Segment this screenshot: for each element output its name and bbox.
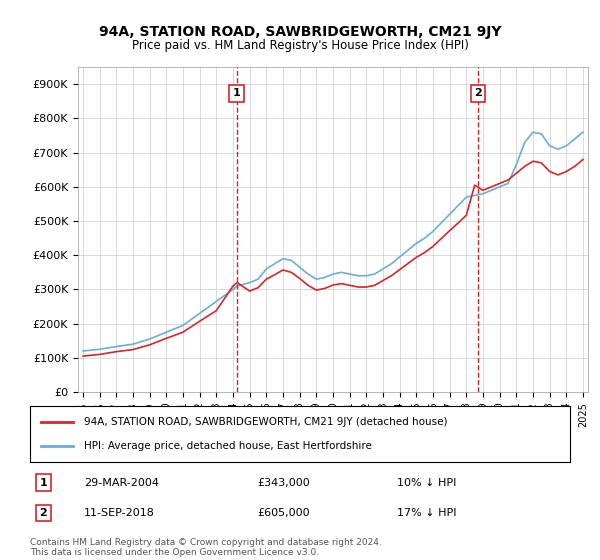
Text: Contains HM Land Registry data © Crown copyright and database right 2024.
This d: Contains HM Land Registry data © Crown c… xyxy=(30,538,382,557)
Text: 17% ↓ HPI: 17% ↓ HPI xyxy=(397,508,457,518)
Text: 11-SEP-2018: 11-SEP-2018 xyxy=(84,508,155,518)
Text: 10% ↓ HPI: 10% ↓ HPI xyxy=(397,478,457,488)
Text: 29-MAR-2004: 29-MAR-2004 xyxy=(84,478,159,488)
Text: 1: 1 xyxy=(233,88,241,98)
Text: 1: 1 xyxy=(40,478,47,488)
Text: 94A, STATION ROAD, SAWBRIDGEWORTH, CM21 9JY (detached house): 94A, STATION ROAD, SAWBRIDGEWORTH, CM21 … xyxy=(84,417,448,427)
Text: 2: 2 xyxy=(474,88,482,98)
Text: £343,000: £343,000 xyxy=(257,478,310,488)
Text: Price paid vs. HM Land Registry's House Price Index (HPI): Price paid vs. HM Land Registry's House … xyxy=(131,39,469,52)
Text: HPI: Average price, detached house, East Hertfordshire: HPI: Average price, detached house, East… xyxy=(84,441,372,451)
Text: 94A, STATION ROAD, SAWBRIDGEWORTH, CM21 9JY: 94A, STATION ROAD, SAWBRIDGEWORTH, CM21 … xyxy=(99,25,501,39)
Text: £605,000: £605,000 xyxy=(257,508,310,518)
Text: 2: 2 xyxy=(40,508,47,518)
